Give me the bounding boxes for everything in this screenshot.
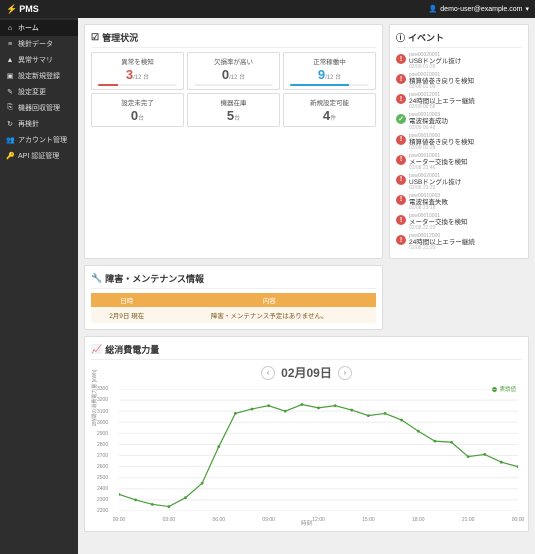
sidebar-icon: ⎘ — [6, 104, 14, 112]
sidebar-item-label: API 認証管理 — [18, 151, 59, 161]
check-icon: ☑ — [91, 32, 99, 43]
user-menu[interactable]: 👤demo-user@example.com▾ — [429, 5, 529, 13]
event-item[interactable]: !psw0001200124時間以上エラー継続02/09 00:58 — [396, 92, 522, 111]
events-panel: ⓘイベント !psw00020001USBドングル抜け02/09 01:39!p… — [389, 24, 529, 259]
status-card-5[interactable]: 新規設定可能4件 — [283, 93, 376, 127]
topbar: ⚡PMS 👤demo-user@example.com▾ — [0, 0, 535, 18]
sidebar-item-label: 設定新規登録 — [18, 71, 60, 81]
sidebar-item-8[interactable]: 🔑 API 認証管理 — [0, 148, 78, 164]
event-item[interactable]: !psw00020001USBドングル抜け02/08 23:22 — [396, 173, 522, 192]
event-item[interactable]: !psw00010001積算値巻き戻りを検知02/09 01:09 — [396, 72, 522, 91]
status-card-2[interactable]: 正常稼働中9/12 台 — [283, 52, 376, 90]
event-item[interactable]: !psw0001200024時間以上エラー継続02/08 21:20 — [396, 233, 522, 252]
event-item[interactable]: !psw00010000積算値巻き戻りを検知02/09 00:28 — [396, 133, 522, 152]
sidebar-item-label: アカウント管理 — [18, 135, 67, 145]
sidebar-item-label: 検針データ — [18, 39, 53, 49]
info-icon: ⓘ — [396, 31, 405, 44]
sidebar-item-label: 再検針 — [18, 119, 39, 129]
sidebar-icon: ↻ — [6, 120, 14, 128]
wrench-icon: 🔧 — [91, 273, 102, 284]
sidebar-icon: ⌂ — [6, 25, 14, 32]
status-card-3[interactable]: 設定未完了0台 — [91, 93, 184, 127]
event-item[interactable]: ✓psw00010003電波探査成功02/09 00:49 — [396, 112, 522, 131]
sidebar-item-7[interactable]: 👥 アカウント管理 — [0, 132, 78, 148]
status-card-0[interactable]: 異常を検知3/12 台 — [91, 52, 184, 90]
chevron-down-icon: ▾ — [525, 5, 529, 13]
sidebar-item-0[interactable]: ⌂ ホーム — [0, 20, 78, 36]
event-badge-icon: ! — [396, 155, 406, 165]
prev-day-button[interactable]: ‹ — [261, 366, 275, 380]
sidebar-icon: ≡ — [6, 41, 14, 48]
brand: ⚡PMS — [6, 4, 39, 15]
bolt-icon: ⚡ — [6, 4, 17, 15]
event-item[interactable]: !psw00010003電波探査失敗02/08 23:18 — [396, 193, 522, 212]
chart-date: 02月09日 — [281, 364, 332, 381]
status-card-4[interactable]: 機器在庫5台 — [187, 93, 280, 127]
chart-panel: 📈総消費電力量 ‹ 02月09日 › 実績値 22002300240025002… — [84, 336, 529, 532]
sidebar-item-label: 設定変更 — [18, 87, 46, 97]
event-badge-icon: ! — [396, 175, 406, 185]
event-badge-icon: ✓ — [396, 114, 406, 124]
sidebar-item-label: ホーム — [18, 23, 39, 33]
sidebar-item-1[interactable]: ≡ 検針データ — [0, 36, 78, 52]
event-badge-icon: ! — [396, 54, 406, 64]
maintenance-table: 日時内容 2月9日 現在障害・メンテナンス予定はありません。 — [91, 293, 376, 323]
event-badge-icon: ! — [396, 215, 406, 225]
sidebar-icon: ✎ — [6, 88, 14, 96]
status-panel: ☑管理状況 異常を検知3/12 台欠損率が高い0/12 台正常稼働中9/12 台… — [84, 24, 383, 259]
sidebar-icon: ▲ — [6, 57, 14, 64]
sidebar-icon: 👥 — [6, 136, 14, 144]
event-item[interactable]: !psw00010001メーター交換を検知02/08 23:46 — [396, 153, 522, 172]
sidebar-icon: 🔑 — [6, 152, 14, 160]
event-item[interactable]: !psw00020001USBドングル抜け02/09 01:39 — [396, 52, 522, 71]
sidebar-icon: ▣ — [6, 72, 14, 80]
sidebar-item-label: 機器回収管理 — [18, 103, 60, 113]
next-day-button[interactable]: › — [338, 366, 352, 380]
event-badge-icon: ! — [396, 195, 406, 205]
event-badge-icon: ! — [396, 235, 406, 245]
chart-icon: 📈 — [91, 344, 102, 355]
status-card-1[interactable]: 欠損率が高い0/12 台 — [187, 52, 280, 90]
sidebar-item-label: 異常サマリ — [18, 55, 53, 65]
sidebar: ⌂ ホーム ≡ 検針データ ▲ 異常サマリ ▣ 設定新規登録 ✎ 設定変更 ⎘ 機器回収管理 ↻ 再検針 👥… — [0, 18, 78, 554]
event-badge-icon: ! — [396, 94, 406, 104]
sidebar-item-5[interactable]: ⎘ 機器回収管理 — [0, 100, 78, 116]
user-icon: 👤 — [429, 5, 438, 13]
event-badge-icon: ! — [396, 74, 406, 84]
sidebar-item-4[interactable]: ✎ 設定変更 — [0, 84, 78, 100]
event-badge-icon: ! — [396, 135, 406, 145]
sidebar-item-3[interactable]: ▣ 設定新規登録 — [0, 68, 78, 84]
sidebar-item-2[interactable]: ▲ 異常サマリ — [0, 52, 78, 68]
sidebar-item-6[interactable]: ↻ 再検針 — [0, 116, 78, 132]
maintenance-panel: 🔧障害・メンテナンス情報 日時内容 2月9日 現在障害・メンテナンス予定はありま… — [84, 265, 383, 330]
event-item[interactable]: !psw00010001メーター交換を検知02/08 22:29 — [396, 213, 522, 232]
